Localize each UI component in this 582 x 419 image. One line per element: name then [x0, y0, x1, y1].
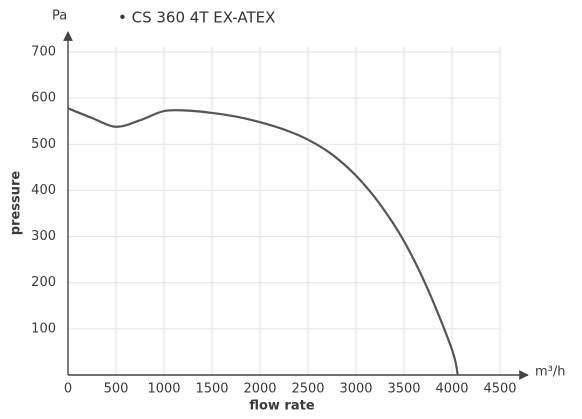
y-unit: Pa: [52, 9, 67, 24]
y-tick-label: 400: [31, 183, 56, 198]
y-tick-label: 300: [31, 229, 56, 244]
y-tick-label: 200: [31, 275, 56, 290]
y-tick-label: 600: [31, 91, 56, 106]
x-tick-label: 500: [104, 382, 129, 397]
x-tick-label: 3000: [339, 382, 372, 397]
y-axis-label: pressure: [9, 171, 24, 236]
x-axis-label: flow rate: [249, 399, 315, 414]
y-tick-label: 500: [31, 137, 56, 152]
y-tick-label: 700: [31, 45, 56, 60]
x-tick-label: 3500: [387, 382, 420, 397]
x-tick-label: 2500: [291, 382, 324, 397]
x-tick-label: 4500: [483, 382, 516, 397]
x-tick-label: 1000: [147, 382, 180, 397]
x-tick-label: 0: [64, 382, 72, 397]
fan-curve: [67, 107, 459, 376]
y-tick-label: 100: [31, 321, 56, 336]
x-unit: m³/h: [535, 365, 566, 380]
x-tick-label: 4000: [435, 382, 468, 397]
grid: [67, 47, 501, 375]
x-tick-label: 1500: [195, 382, 228, 397]
x-tick-label: 2000: [243, 382, 276, 397]
chart-title: • CS 360 4T EX-ATEX: [118, 9, 275, 27]
